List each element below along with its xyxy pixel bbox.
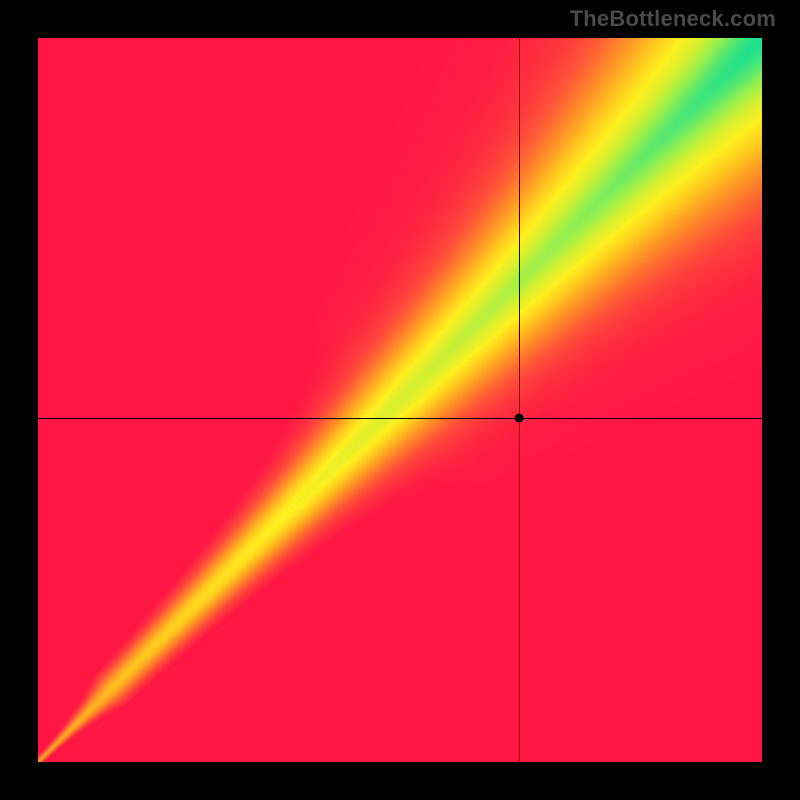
bottleneck-heatmap <box>38 38 762 762</box>
crosshair-horizontal <box>38 418 762 419</box>
watermark-text: TheBottleneck.com <box>570 6 776 32</box>
plot-area <box>38 38 762 762</box>
current-point-marker <box>515 414 524 423</box>
crosshair-vertical <box>519 38 520 762</box>
figure-root: TheBottleneck.com <box>0 0 800 800</box>
